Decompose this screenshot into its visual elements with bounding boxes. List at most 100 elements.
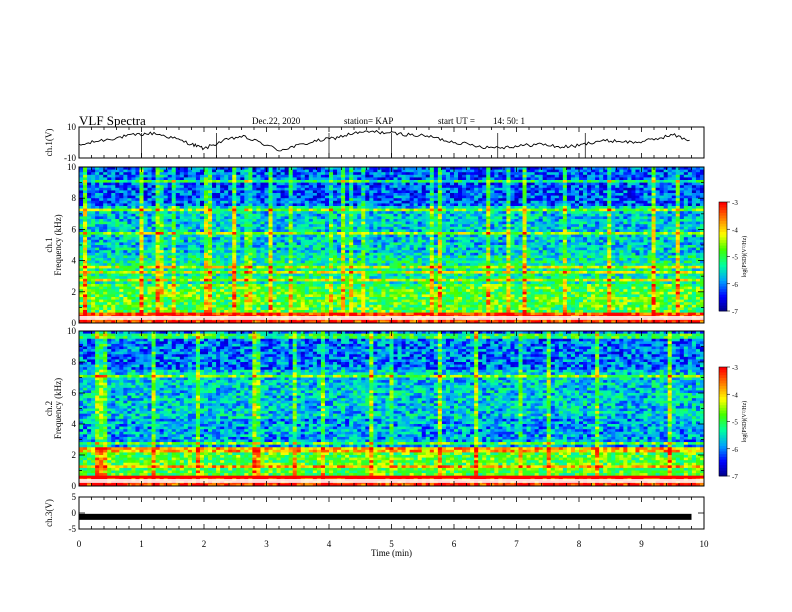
heat-cell xyxy=(300,177,306,181)
heat-cell xyxy=(284,172,290,176)
heat-cell xyxy=(401,203,407,207)
heat-cell xyxy=(276,263,282,267)
heat-cell xyxy=(377,174,382,178)
heat-cell xyxy=(268,302,273,306)
heat-cell xyxy=(171,281,177,285)
heat-cell xyxy=(119,268,124,272)
heat-cell xyxy=(381,299,386,303)
heat-cell xyxy=(171,307,177,311)
heat-cell xyxy=(115,216,120,220)
heat-cell xyxy=(280,208,286,212)
heat-cell xyxy=(300,302,306,306)
heat-cell xyxy=(377,219,382,222)
heat-cell xyxy=(409,198,415,202)
heat-cell xyxy=(95,320,100,324)
heat-cell xyxy=(107,265,112,269)
heat-cell xyxy=(175,312,181,316)
heat-cell xyxy=(252,276,257,280)
heat-cell xyxy=(292,245,298,248)
heat-cell xyxy=(199,281,205,285)
heat-cell xyxy=(220,219,225,222)
heat-cell xyxy=(123,167,128,170)
heat-cell xyxy=(208,203,213,207)
heat-cell xyxy=(212,226,217,230)
heat-cell xyxy=(401,185,407,189)
heat-cell xyxy=(167,250,173,254)
heat-cell xyxy=(349,271,354,274)
heat-cell xyxy=(312,174,318,178)
heat-cell xyxy=(252,174,257,178)
heat-cell xyxy=(204,255,209,259)
heat-cell xyxy=(244,255,249,259)
heat-cell xyxy=(349,206,354,209)
heat-cell xyxy=(349,312,354,316)
heat-cell xyxy=(179,271,185,274)
heat-cell xyxy=(248,198,253,202)
heat-cell xyxy=(187,278,193,282)
heat-cell xyxy=(397,281,402,285)
heat-cell xyxy=(276,203,282,207)
heat-cell xyxy=(373,187,378,191)
heat-cell xyxy=(320,281,326,285)
heat-cell xyxy=(167,182,173,186)
heat-cell xyxy=(312,229,318,233)
heat-cell xyxy=(329,213,334,217)
heat-cell xyxy=(393,245,398,248)
heat-cell xyxy=(369,252,374,256)
heat-cell xyxy=(268,320,273,324)
heat-cell xyxy=(175,169,181,173)
heat-cell xyxy=(107,203,112,207)
heat-cell xyxy=(143,263,148,267)
heat-cell xyxy=(91,281,96,285)
heat-cell xyxy=(99,180,104,183)
heat-cell xyxy=(155,229,161,233)
heat-cell xyxy=(280,250,286,254)
heat-cell xyxy=(373,224,378,228)
heat-cell xyxy=(139,252,144,256)
heat-cell xyxy=(260,271,265,274)
heat-cell xyxy=(240,185,245,189)
heat-cell xyxy=(304,232,310,235)
heat-cell xyxy=(288,185,294,189)
heat-cell xyxy=(244,206,249,209)
heat-cell xyxy=(409,265,415,269)
heat-cell xyxy=(320,237,326,241)
heat-cell xyxy=(91,229,96,233)
heat-cell xyxy=(232,172,237,176)
heat-cell xyxy=(167,299,173,303)
heat-cell xyxy=(191,286,197,290)
heat-cell xyxy=(175,245,181,248)
heat-cell xyxy=(179,258,185,261)
heat-cell xyxy=(119,247,124,251)
heat-cell xyxy=(99,276,104,280)
heat-cell xyxy=(264,224,269,228)
heat-cell xyxy=(405,258,411,261)
heat-cell xyxy=(385,297,390,300)
heat-cell xyxy=(337,260,342,264)
heat-cell xyxy=(167,198,173,202)
heat-cell xyxy=(389,247,394,251)
heat-cell xyxy=(260,268,265,272)
heat-cell xyxy=(103,294,108,298)
heat-cell xyxy=(308,281,314,285)
heat-cell xyxy=(397,169,402,173)
heat-cell xyxy=(248,239,253,243)
heat-cell xyxy=(385,213,390,217)
heat-cell xyxy=(191,312,197,316)
heat-cell xyxy=(308,297,314,300)
heat-cell xyxy=(349,291,354,295)
heat-cell xyxy=(151,174,157,178)
heat-cell xyxy=(139,226,144,230)
heat-cell xyxy=(248,271,253,274)
heat-cell xyxy=(99,291,104,295)
heat-cell xyxy=(256,291,261,295)
heat-cell xyxy=(135,195,140,199)
heat-cell xyxy=(155,203,161,207)
heat-cell xyxy=(139,304,144,308)
heat-cell xyxy=(111,219,116,222)
heat-cell xyxy=(107,255,112,259)
heat-cell xyxy=(240,273,245,277)
heat-cell xyxy=(103,276,108,280)
heat-cell xyxy=(119,208,124,212)
heat-cell xyxy=(373,294,378,298)
